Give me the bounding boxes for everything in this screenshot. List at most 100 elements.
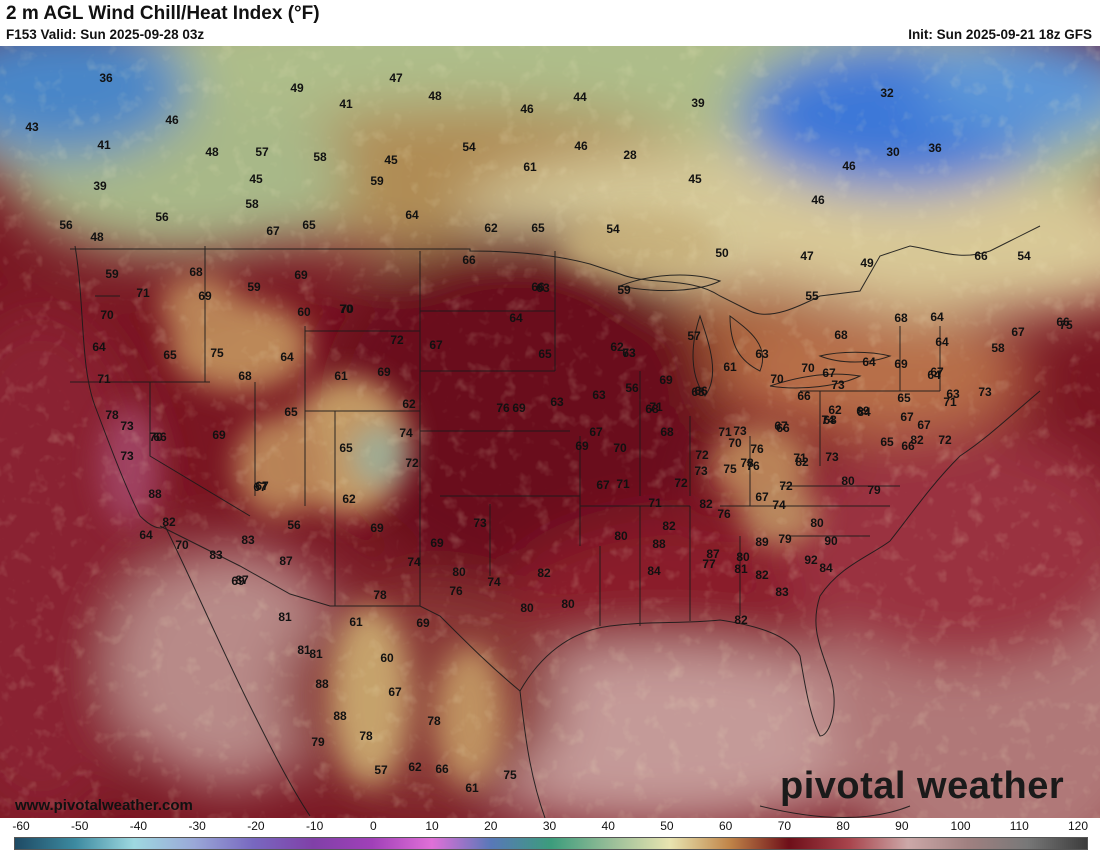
temperature-value: 74 <box>399 426 413 440</box>
temperature-value: 46 <box>574 139 588 153</box>
temperature-value: 73 <box>825 450 839 464</box>
temperature-value: 69 <box>294 268 308 282</box>
temperature-value: 71 <box>943 395 957 409</box>
temperature-value: 64 <box>92 340 106 354</box>
temperature-value: 69 <box>212 428 226 442</box>
temperature-value: 70 <box>728 436 742 450</box>
temperature-value: 41 <box>339 97 353 111</box>
temperature-value: 82 <box>662 519 676 533</box>
map-header: 2 m AGL Wind Chill/Heat Index (°F) F153 … <box>0 0 1100 46</box>
temperature-value: 47 <box>800 249 814 263</box>
temperature-value: 61 <box>334 369 348 383</box>
temperature-value: 89 <box>755 535 769 549</box>
temperature-value: 83 <box>775 585 789 599</box>
temperature-value: 67 <box>822 366 836 380</box>
temperature-value: 72 <box>405 456 419 470</box>
temperature-value: 67 <box>900 410 914 424</box>
temperature-value: 49 <box>290 81 304 95</box>
temperature-value: 63 <box>946 387 960 401</box>
temperature-value: 65 <box>880 435 894 449</box>
temperature-value: 69 <box>430 536 444 550</box>
temperature-value: 67 <box>253 480 267 494</box>
color-scale-tick: 40 <box>601 819 615 833</box>
temperature-value: 83 <box>209 548 223 562</box>
temperature-value: 57 <box>255 145 269 159</box>
temperature-value: 54 <box>606 222 620 236</box>
temperature-value: 87 <box>279 554 293 568</box>
temperature-value: 70 <box>613 441 627 455</box>
temperature-value: 78 <box>105 408 119 422</box>
temperature-value: 75 <box>503 768 517 782</box>
watermark-url: www.pivotalweather.com <box>15 797 193 814</box>
temperature-value: 44 <box>573 90 587 104</box>
temperature-value: 67 <box>255 479 269 493</box>
temperature-value: 69 <box>659 373 673 387</box>
temperature-value: 88 <box>333 709 347 723</box>
temperature-value: 60 <box>380 651 394 665</box>
temperature-value: 84 <box>647 564 661 578</box>
temperature-value: 74 <box>772 498 786 512</box>
temperature-value: 72 <box>695 448 709 462</box>
temperature-value: 39 <box>93 179 107 193</box>
temperature-value: 68 <box>834 328 848 342</box>
temperature-value: 69 <box>416 616 430 630</box>
temperature-value: 57 <box>374 763 388 777</box>
temperature-value: 69 <box>856 404 870 418</box>
temperature-value: 62 <box>342 492 356 506</box>
temperature-value: 80 <box>614 529 628 543</box>
temperature-value: 67 <box>774 419 788 433</box>
temperature-value: 67 <box>388 685 402 699</box>
temperature-value: 70 <box>149 430 163 444</box>
color-scale-tick: 30 <box>542 819 557 833</box>
temperature-value: 78 <box>373 588 387 602</box>
color-scale-tick: 0 <box>369 819 377 833</box>
temperature-value: 84 <box>819 561 833 575</box>
pivotal-weather-logo: pivotal weather <box>780 765 1065 807</box>
temperature-value: 71 <box>136 286 150 300</box>
temperature-value: 74 <box>821 413 835 427</box>
temperature-value: 92 <box>804 553 818 567</box>
color-scale: -60 -50 -40 -30 -20 -10 0 10 20 30 40 50 60 70 80 90 100… <box>0 818 1100 850</box>
temperature-value: 48 <box>428 89 442 103</box>
temperature-value: 28 <box>623 148 637 162</box>
temperature-value: 82 <box>537 566 551 580</box>
temperature-value: 73 <box>622 346 636 360</box>
color-scale-tick: 70 <box>777 819 792 833</box>
temperature-value: 65 <box>897 391 911 405</box>
color-scale-tick: -10 <box>305 819 324 833</box>
temperature-value: 64 <box>862 355 876 369</box>
temperature-value: 66 <box>901 439 915 453</box>
temperature-value: 82 <box>699 497 713 511</box>
temperature-value: 75 <box>210 346 224 360</box>
temperature-value: 48 <box>90 230 104 244</box>
temperature-value: 45 <box>384 153 398 167</box>
color-scale-ticks: -60 -50 -40 -30 -20 -10 0 10 20 30 40 50 60 70 80 90 100… <box>0 818 1100 836</box>
temperature-value: 54 <box>462 140 476 154</box>
temperature-value: 58 <box>313 150 327 164</box>
temperature-value: 43 <box>25 120 39 134</box>
color-scale-tick: 50 <box>660 819 674 833</box>
temperature-value: 73 <box>978 385 992 399</box>
color-scale-tick: 110 <box>1009 819 1029 833</box>
temperature-value: 68 <box>691 385 705 399</box>
temperature-value: 81 <box>734 562 748 576</box>
temperature-value: 80 <box>520 601 534 615</box>
temperature-value: 69 <box>377 365 391 379</box>
temperature-value: 71 <box>649 400 663 414</box>
color-scale-tick: -30 <box>188 819 206 833</box>
temperature-value: 90 <box>824 534 838 548</box>
temperature-value: 65 <box>163 348 177 362</box>
temperature-value: 75 <box>1059 318 1073 332</box>
temperature-value: 68 <box>660 425 674 439</box>
temperature-value: 69 <box>894 357 908 371</box>
temperature-value: 65 <box>538 347 552 361</box>
temperature-value: 61 <box>723 360 737 374</box>
temperature-value: 47 <box>389 71 403 85</box>
temperature-value: 68 <box>238 369 252 383</box>
temperature-value: 67 <box>596 478 610 492</box>
temperature-value: 67 <box>266 224 280 238</box>
temperature-value: 64 <box>930 310 944 324</box>
temperature-value: 82 <box>162 515 176 529</box>
temperature-value: 79 <box>867 483 881 497</box>
temperature-value: 73 <box>733 424 747 438</box>
